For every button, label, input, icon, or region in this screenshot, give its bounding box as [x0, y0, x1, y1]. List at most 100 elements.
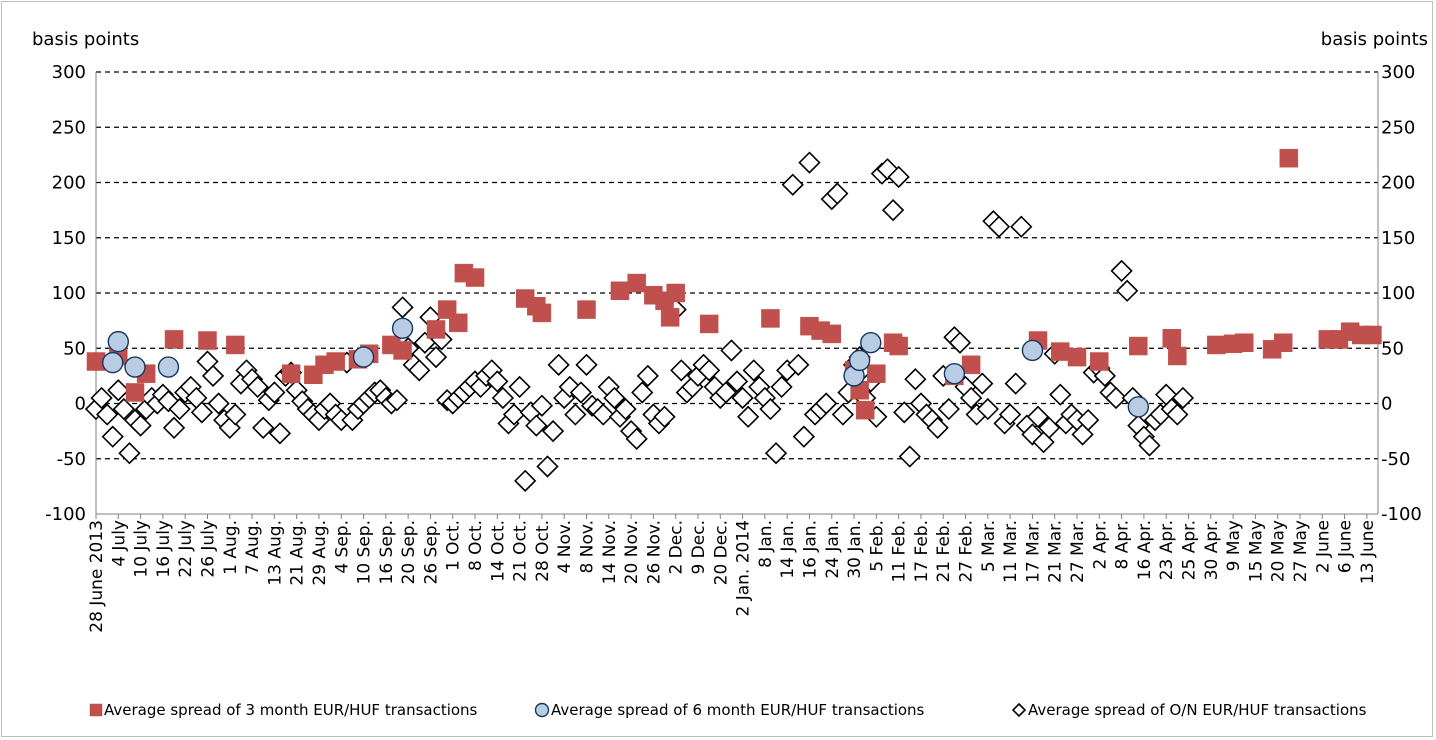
on-point: [770, 375, 793, 399]
m6-point: [860, 332, 882, 354]
m3-point: [1207, 335, 1226, 355]
right-axis-unit: basis points: [1321, 29, 1428, 50]
x-tick-label: 24 Jan.: [823, 520, 843, 579]
on-point: [1171, 386, 1195, 410]
x-tick-label: 1 Aug.: [221, 520, 241, 575]
x-tick-label: 8 Nov.: [578, 520, 598, 573]
m3-point: [961, 355, 981, 375]
x-ticks: 28 June 2013 4 July 10 July 16 July 22 July 2…: [87, 514, 1378, 633]
x-tick-label: 2 Dec.: [667, 520, 687, 575]
x-tick-label: 16 Jan.: [800, 520, 820, 579]
legend-diamond-icon: [1011, 702, 1027, 718]
m3-point: [426, 320, 446, 339]
x-tick-label: 25 Apr.: [1179, 520, 1199, 580]
on-point: [653, 405, 676, 428]
m3-point: [1234, 333, 1254, 352]
y-tick-label-right: 100: [1381, 283, 1415, 304]
on-point: [391, 296, 414, 319]
m3-point: [660, 308, 680, 327]
on-point: [926, 416, 949, 439]
x-tick-label: 5 Feb.: [867, 520, 887, 572]
x-tick-label: 13 June: [1358, 520, 1378, 584]
m3-point: [699, 314, 719, 334]
m3-point: [326, 352, 345, 371]
on-point: [491, 386, 515, 410]
m3-point: [465, 268, 485, 287]
on-point: [385, 389, 409, 412]
on-point: [603, 386, 626, 410]
on-point: [207, 392, 230, 415]
x-tick-label: 27 Mar.: [1068, 520, 1088, 583]
x-tick-label: 30 Jan.: [845, 520, 865, 579]
x-tick-label: 11 Mar.: [1001, 520, 1021, 583]
m3-point: [532, 303, 552, 323]
m3-point: [1067, 347, 1087, 367]
on-point: [514, 469, 537, 492]
on-point: [1104, 386, 1128, 410]
x-tick-label: 8 Jan.: [756, 520, 776, 568]
x-tick-label: 27 Feb.: [957, 520, 977, 583]
x-tick-label: 27 May: [1291, 520, 1311, 582]
on-point: [876, 158, 899, 181]
legend-square-icon: [89, 703, 103, 717]
x-tick-label: 26 Nov.: [644, 520, 664, 584]
on-point: [1004, 372, 1027, 395]
y-tick-label-right: 50: [1381, 338, 1404, 359]
on-point: [787, 353, 810, 376]
x-tick-label: 2 June: [1313, 520, 1333, 573]
x-tick-label: 26 Sep.: [421, 520, 441, 584]
on-point: [625, 427, 648, 450]
x-tick-label: 14 Nov.: [600, 520, 620, 584]
on-point: [90, 386, 113, 410]
on-point: [96, 403, 119, 426]
on-point: [118, 442, 141, 465]
m6-point: [124, 356, 146, 378]
on-point: [781, 173, 804, 196]
m3-point: [198, 331, 217, 350]
on-point: [898, 445, 921, 468]
x-tick-label: 30 Apr.: [1202, 520, 1222, 580]
on-point: [224, 403, 247, 426]
m3-point: [577, 300, 596, 319]
left-y-ticks: -100 -50 0 50 100 150 200 250 300: [45, 62, 86, 525]
m6-point: [102, 351, 124, 374]
m6-point: [1127, 396, 1150, 418]
x-tick-label: 16 Apr.: [1135, 520, 1155, 580]
x-tick-label: 26 July: [198, 520, 218, 578]
on-point: [536, 455, 559, 478]
on-point: [636, 364, 659, 388]
x-tick-label: 13 Aug.: [265, 520, 285, 586]
on-point: [1038, 416, 1061, 439]
on-point: [976, 397, 999, 421]
on-point: [948, 331, 972, 354]
left-axis-unit: basis points: [32, 29, 139, 50]
y-tick-label-left: 150: [52, 228, 86, 249]
on-point: [558, 375, 581, 399]
on-point: [1021, 423, 1044, 446]
on-point: [670, 359, 693, 382]
on-point: [1077, 408, 1100, 432]
y-tick-label-left: 100: [52, 283, 86, 304]
series-on: [84, 151, 1195, 492]
m3-point: [761, 309, 780, 328]
m3-point: [1162, 329, 1182, 348]
legend-item-on: Average spread of O/N EUR/HUF transactio…: [1011, 701, 1367, 719]
right-y-ticks: -100 -50 0 50 100 150 200 250 300: [1381, 62, 1422, 525]
on-point: [959, 386, 983, 410]
on-point: [541, 419, 565, 443]
y-tick-label-right: 300: [1381, 62, 1415, 83]
x-tick-label: 17 Mar.: [1023, 520, 1043, 583]
x-tick-label: 8 Oct.: [466, 520, 486, 571]
m6-point: [848, 349, 871, 372]
legend-item-6-month: Average spread of 6 month EUR/HUF transa…: [534, 701, 925, 719]
x-tick-label: 23 Apr.: [1157, 520, 1177, 580]
on-point: [1093, 364, 1117, 388]
on-point: [502, 403, 526, 426]
x-tick-label: 15 May: [1246, 520, 1266, 582]
on-point: [252, 416, 275, 439]
x-tick-label: 21 Feb.: [934, 520, 954, 583]
on-point: [1026, 405, 1050, 428]
x-tick-label: 8 Apr.: [1113, 520, 1133, 569]
